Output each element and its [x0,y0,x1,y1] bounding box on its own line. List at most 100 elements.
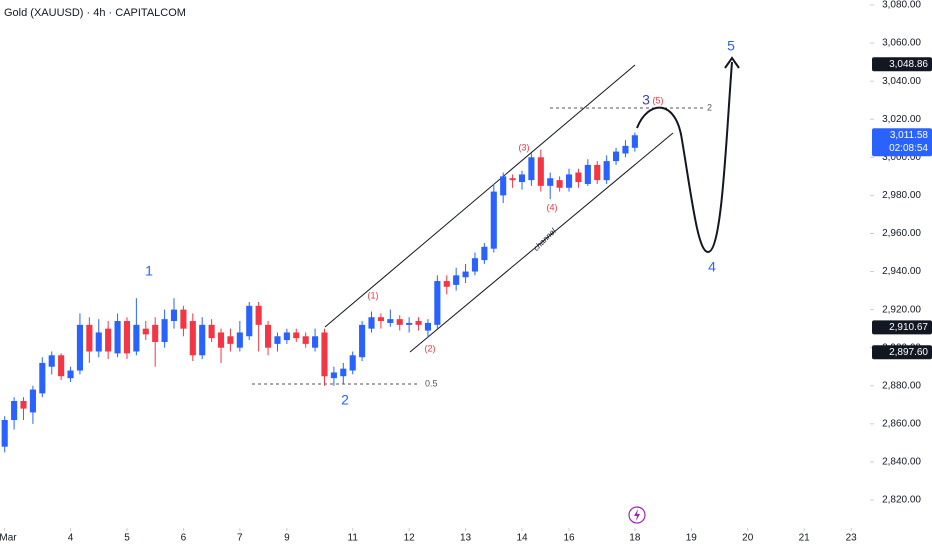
candle-body [293,332,300,339]
y-tick-label: 2,820.00 [882,495,921,506]
candle-body [274,336,281,344]
countdown: 02:08:54 [889,143,928,154]
y-tick-label: 3,000.00 [882,152,921,163]
candle-body [509,178,516,181]
subwave-label: (5) [653,95,664,105]
candle-body [415,321,422,325]
price-label: 3,048.86 [889,59,928,70]
price-label-bg [872,320,932,335]
level-label: 2 [707,102,712,112]
candle-body [406,322,413,325]
candle-body [95,332,102,352]
candle-body [377,317,384,322]
y-tick-label: 2,940.00 [882,266,921,277]
y-tick-label: 2,860.00 [882,418,921,429]
candle-body [594,164,601,181]
price-label-bg [872,345,932,360]
price-label: 3,011.58 [890,130,929,141]
candle-body [105,328,112,352]
candle-body [312,336,319,348]
candle-body [264,324,272,348]
candle-body [67,370,74,379]
candle-body [424,322,432,331]
x-tick-label: 21 [799,533,811,544]
arrow-head [724,56,740,69]
candle-body [1,420,8,447]
y-tick-label: 3,060.00 [882,38,921,49]
candle-body [152,324,159,342]
candle-body [189,321,196,356]
candle-body [528,157,535,181]
event-icon[interactable] [628,506,646,524]
event-bolt[interactable] [634,509,640,521]
price-label: 2,897.60 [889,347,928,358]
x-tick-label: 23 [846,533,858,544]
candle-body [11,401,18,421]
subwave-label: (3) [519,142,530,152]
candle-body [114,321,121,354]
x-tick-label: 20 [742,533,754,544]
candle-body [170,309,178,322]
wave-label: 3 [642,92,650,108]
wave-label: 1 [145,263,153,279]
subwave-label: (1) [368,290,379,300]
projection-curve [636,61,733,254]
level-label: 0.5 [425,378,438,388]
candle-body [603,161,610,181]
candle-body [396,319,403,325]
candle-body [20,401,27,409]
candle-body [443,281,450,287]
y-tick-label: 2,840.00 [882,457,921,468]
x-tick-label: 6 [181,533,187,544]
x-tick-label: 13 [460,533,472,544]
candle-body [612,151,620,162]
candle-body [453,275,460,285]
candle-body [76,324,84,371]
candle-body [387,319,394,323]
candle-body [490,191,497,249]
candle-body [255,305,262,325]
chart-title: Gold (XAUUSD) · 4h · CAPITALCOM [4,7,186,19]
subwave-label: (4) [547,202,558,212]
candle-body [217,332,225,348]
candle-body [236,332,243,348]
wave-label: 2 [341,392,349,408]
candle-body [199,324,206,356]
x-tick-label: Mar [0,533,17,544]
candle-body [547,178,554,186]
candle-body [500,176,507,196]
x-tick-label: 19 [686,533,698,544]
channel-label: channel [532,226,558,252]
candle-body [58,355,65,377]
candle-body [471,258,479,272]
candle-body [584,164,591,184]
price-label-bg [872,57,932,72]
candle-body [161,319,168,342]
wave-label: 4 [708,259,716,275]
candle-body [330,372,337,379]
price-label: 2,910.67 [889,322,928,333]
candle-body [575,172,582,183]
candle-body [481,246,488,261]
candle-body [368,317,375,329]
x-tick-label: 5 [124,533,130,544]
y-tick-label: 2,960.00 [882,228,921,239]
x-tick-label: 7 [237,533,243,544]
candle-body [48,355,55,367]
candle-body [133,324,140,352]
candle-body [434,281,441,325]
candle-body [565,174,573,188]
y-tick-label: 3,020.00 [882,114,921,125]
subwave-label: (2) [425,343,436,353]
y-tick-label: 3,040.00 [882,76,921,87]
candle-body [321,332,328,377]
candle-body [29,389,36,413]
x-tick-label: 14 [516,533,528,544]
candle-body [86,324,93,352]
price-label-bg [872,128,932,157]
x-tick-label: 11 [348,533,359,544]
candle-body [556,180,563,188]
x-tick-label: 4 [68,533,74,544]
